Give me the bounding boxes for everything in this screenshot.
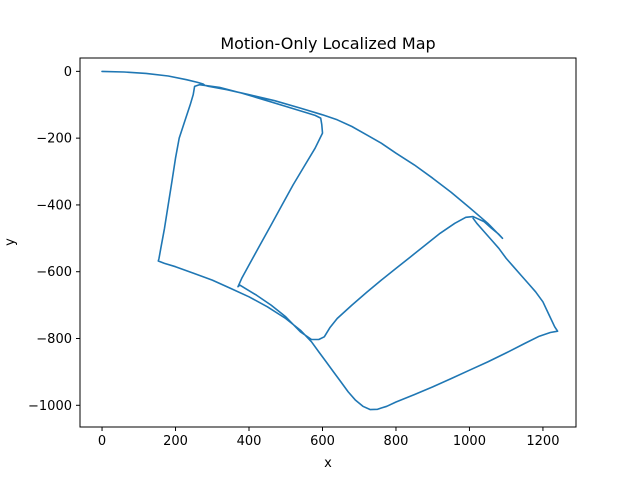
x-tick-label: 400: [237, 434, 262, 449]
y-tick-label: −200: [36, 132, 72, 147]
x-axis-label: x: [324, 456, 332, 471]
x-tick-label: 1000: [453, 434, 486, 449]
y-axis: 0 −200 −400 −600 −800 −1000: [28, 65, 80, 414]
y-axis-label: y: [3, 238, 18, 246]
x-tick-label: 600: [310, 434, 335, 449]
y-tick-label: −1000: [28, 399, 72, 414]
plot-area-frame: [79, 57, 577, 428]
y-tick-label: 0: [64, 65, 72, 80]
x-tick-label: 200: [163, 434, 188, 449]
chart-title: Motion-Only Localized Map: [220, 34, 435, 53]
x-tick-label: 1200: [526, 434, 559, 449]
y-tick-label: −400: [36, 198, 72, 213]
x-tick-label: 800: [384, 434, 409, 449]
trajectory-line: [101, 70, 559, 411]
y-tick-label: −600: [36, 265, 72, 280]
x-axis: 0 200 400 600 800 1000 1200: [98, 427, 559, 449]
x-tick-label: 0: [98, 434, 106, 449]
y-tick-label: −800: [36, 332, 72, 347]
